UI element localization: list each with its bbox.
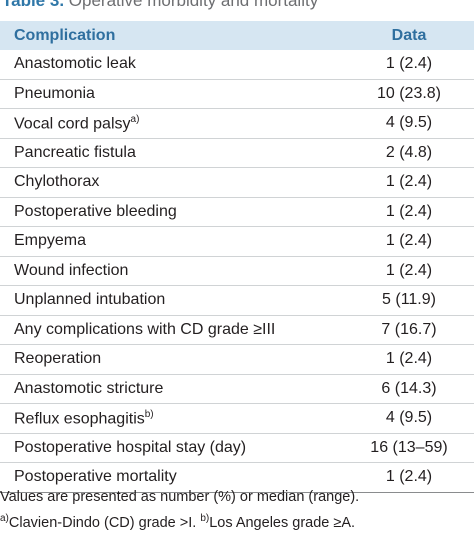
complication-cell: Empyema [0,226,344,257]
complication-label: Unplanned intubation [14,291,166,309]
table-body: Anastomotic leak 1 (2.4) Pneumonia 10 (23.8… [0,50,474,493]
table-row: Any complications with CD grade ≥III 7 (1… [0,315,474,345]
complication-label: Empyema [14,232,87,250]
data-cell: 1 (2.4) [344,344,474,375]
table-row: Unplanned intubation 5 (11.9) [0,285,474,316]
data-cell: 1 (2.4) [344,167,474,198]
table-row: Reoperation 1 (2.4) [0,344,474,375]
complication-cell: Pneumonia [0,79,344,109]
complication-label: Pneumonia [14,84,95,102]
note-mark: a) [130,113,140,125]
complication-cell: Anastomotic leak [0,50,344,80]
footnote: Values are presented as number (%) or me… [0,489,360,505]
complication-cell: Reoperation [0,344,344,375]
header-cell: Data [344,21,474,50]
data-cell: 1 (2.4) [344,197,474,227]
table-row: Postoperative bleeding 1 (2.4) [0,197,474,227]
data-cell: 16 (13–59) [344,433,474,463]
data-cell: 4 (9.5) [344,403,474,434]
complication-cell: Reflux esophagitisb) [0,403,344,434]
table-row: Postoperative hospital stay (day) 16 (13–… [0,433,474,463]
header-row: Complication Data [0,21,474,50]
complication-label: Wound infection [14,261,129,279]
complication-label: Chylothorax [14,173,100,191]
complication-label: Postoperative mortality [14,468,177,486]
complication-cell: Chylothorax [0,167,344,198]
data-cell: 10 (23.8) [344,79,474,109]
footnote: a)Clavien-Dindo (CD) grade >I. b)Los Ang… [0,508,359,534]
complication-label: Postoperative hospital stay (day) [14,438,247,456]
table-row: Pneumonia 10 (23.8) [0,79,474,109]
header-cell: Complication [0,21,344,50]
complication-label: Anastomotic stricture [14,379,164,397]
data-cell: 6 (14.3) [344,374,474,404]
complication-label: Reflux esophagitis [14,409,145,427]
table-row: Anastomotic stricture 6 (14.3) [0,374,474,404]
data-cell: 2 (4.8) [344,138,474,168]
footnote-mark: a) [0,513,9,524]
table-row: Vocal cord palsya) 4 (9.5) [0,108,474,139]
complication-cell: Vocal cord palsya) [0,108,344,139]
footnotes: Values are presented as number (%) or me… [0,487,359,534]
complication-label: Pancreatic fistula [14,143,136,161]
table-row: Pancreatic fistula 2 (4.8) [0,138,474,168]
complication-cell: Postoperative mortality [0,462,344,493]
table-label: Table 3. [2,0,65,10]
table: Complication Data Anastomotic leak 1 (2.4… [0,21,474,493]
table-row: Wound infection 1 (2.4) [0,256,474,286]
footnote-text: Clavien-Dindo (CD) grade >I. [8,514,197,531]
table-title: Table 3. Operative morbidity and mortali… [2,0,318,11]
footnote-text: Los Angeles grade ≥A. [209,514,356,531]
data-cell: 7 (16.7) [344,315,474,345]
table-row: Chylothorax 1 (2.4) [0,167,474,198]
data-cell: 1 (2.4) [344,256,474,286]
data-cell: 1 (2.4) [344,462,474,493]
complication-cell: Wound infection [0,256,344,286]
complication-cell: Unplanned intubation [0,285,344,316]
table-row: Empyema 1 (2.4) [0,226,474,257]
data-cell: 1 (2.4) [344,50,474,80]
complication-label: Vocal cord palsy [14,114,131,132]
table-caption: Operative morbidity and mortality [68,0,319,10]
complication-cell: Anastomotic stricture [0,374,344,404]
complication-cell: Postoperative bleeding [0,197,344,227]
complication-label: Reoperation [14,350,102,368]
data-cell: 1 (2.4) [344,226,474,257]
data-cell: 4 (9.5) [344,108,474,139]
complication-label: Postoperative bleeding [14,202,177,220]
table-row: Anastomotic leak 1 (2.4) [0,50,474,80]
footnote-mark: b) [200,513,210,524]
complication-cell: Postoperative hospital stay (day) [0,433,344,463]
complication-cell: Pancreatic fistula [0,138,344,168]
table-row: Postoperative mortality 1 (2.4) [0,462,474,493]
data-cell: 5 (11.9) [344,285,474,316]
complication-cell: Any complications with CD grade ≥III [0,315,344,345]
note-mark: b) [144,408,154,420]
complication-label: Anastomotic leak [14,55,136,73]
complication-label: Any complications with CD grade ≥III [14,320,276,338]
table-row: Reflux esophagitisb) 4 (9.5) [0,403,474,434]
